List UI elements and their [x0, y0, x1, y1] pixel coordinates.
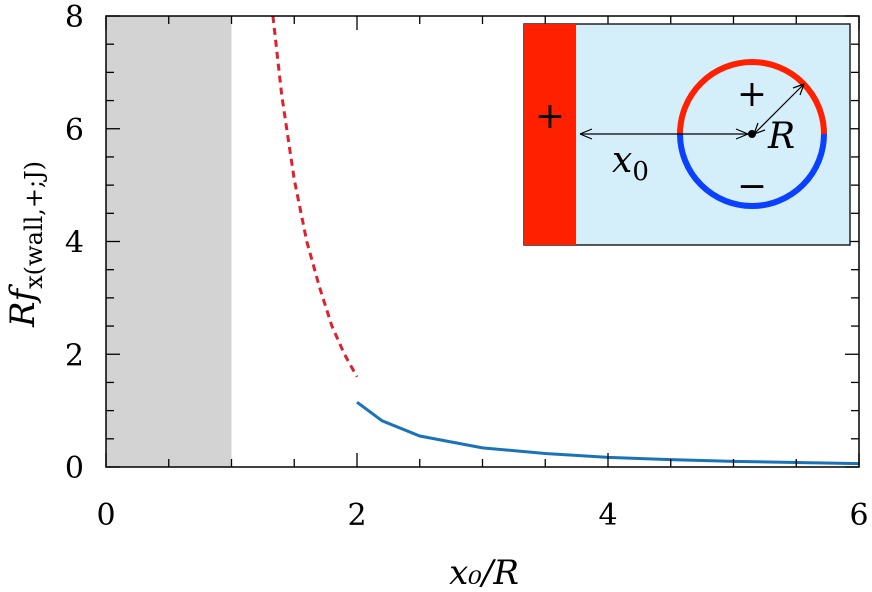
inset-upper-sign: + — [737, 74, 767, 115]
series-layer — [271, 15, 860, 466]
inset-lower-arc — [677, 133, 827, 209]
series-line-0 — [271, 15, 359, 378]
y-axis-label-subscript: x(wall,+;J) — [20, 161, 48, 289]
y-tick-label: 8 — [65, 0, 84, 35]
x-tick-label: 2 — [347, 498, 366, 533]
inset-lower-sign: − — [737, 166, 767, 207]
x-tick-label: 6 — [849, 498, 868, 533]
y-axis-label-main: Rf — [3, 283, 43, 328]
x-tick-label: 4 — [598, 498, 617, 533]
inset-particle-center — [748, 130, 756, 138]
y-tick-label: 0 — [65, 451, 84, 486]
inset-distance-letter: x — [612, 140, 632, 181]
y-tick-label: 6 — [65, 113, 84, 148]
x-axis-label: x₀/R — [449, 553, 519, 592]
inset-wall-sign: + — [535, 96, 565, 137]
y-tick-label: 2 — [65, 338, 84, 373]
inset-radius-arrowhead-tip — [792, 83, 805, 96]
inset-radius-arrow — [753, 83, 805, 135]
series-line-1 — [356, 400, 860, 466]
y-tick-label: 4 — [65, 226, 84, 261]
inset-upper-arc — [677, 59, 827, 135]
inset-radius-label: R — [767, 116, 795, 157]
x-tick-label: 0 — [96, 498, 115, 533]
inset-distance-subscript: 0 — [632, 157, 649, 187]
plot-area: 0 2 4 6 0 2 4 6 8 — [65, 0, 869, 533]
inset-charged-wall — [524, 24, 576, 245]
inset-distance-label: x0 — [612, 140, 649, 187]
excluded-region — [106, 16, 232, 467]
svg-text:Rfx(wall,+;J): Rfx(wall,+;J) — [3, 161, 48, 328]
ticks-layer: 0 2 4 6 0 2 4 6 8 — [65, 0, 869, 533]
inset-diagram: + + − x0 R — [523, 23, 851, 246]
inset-arrowhead-left — [579, 128, 593, 140]
inset-arrowhead-right — [735, 128, 749, 140]
y-axis-label: Rfx(wall,+;J) — [3, 161, 48, 328]
